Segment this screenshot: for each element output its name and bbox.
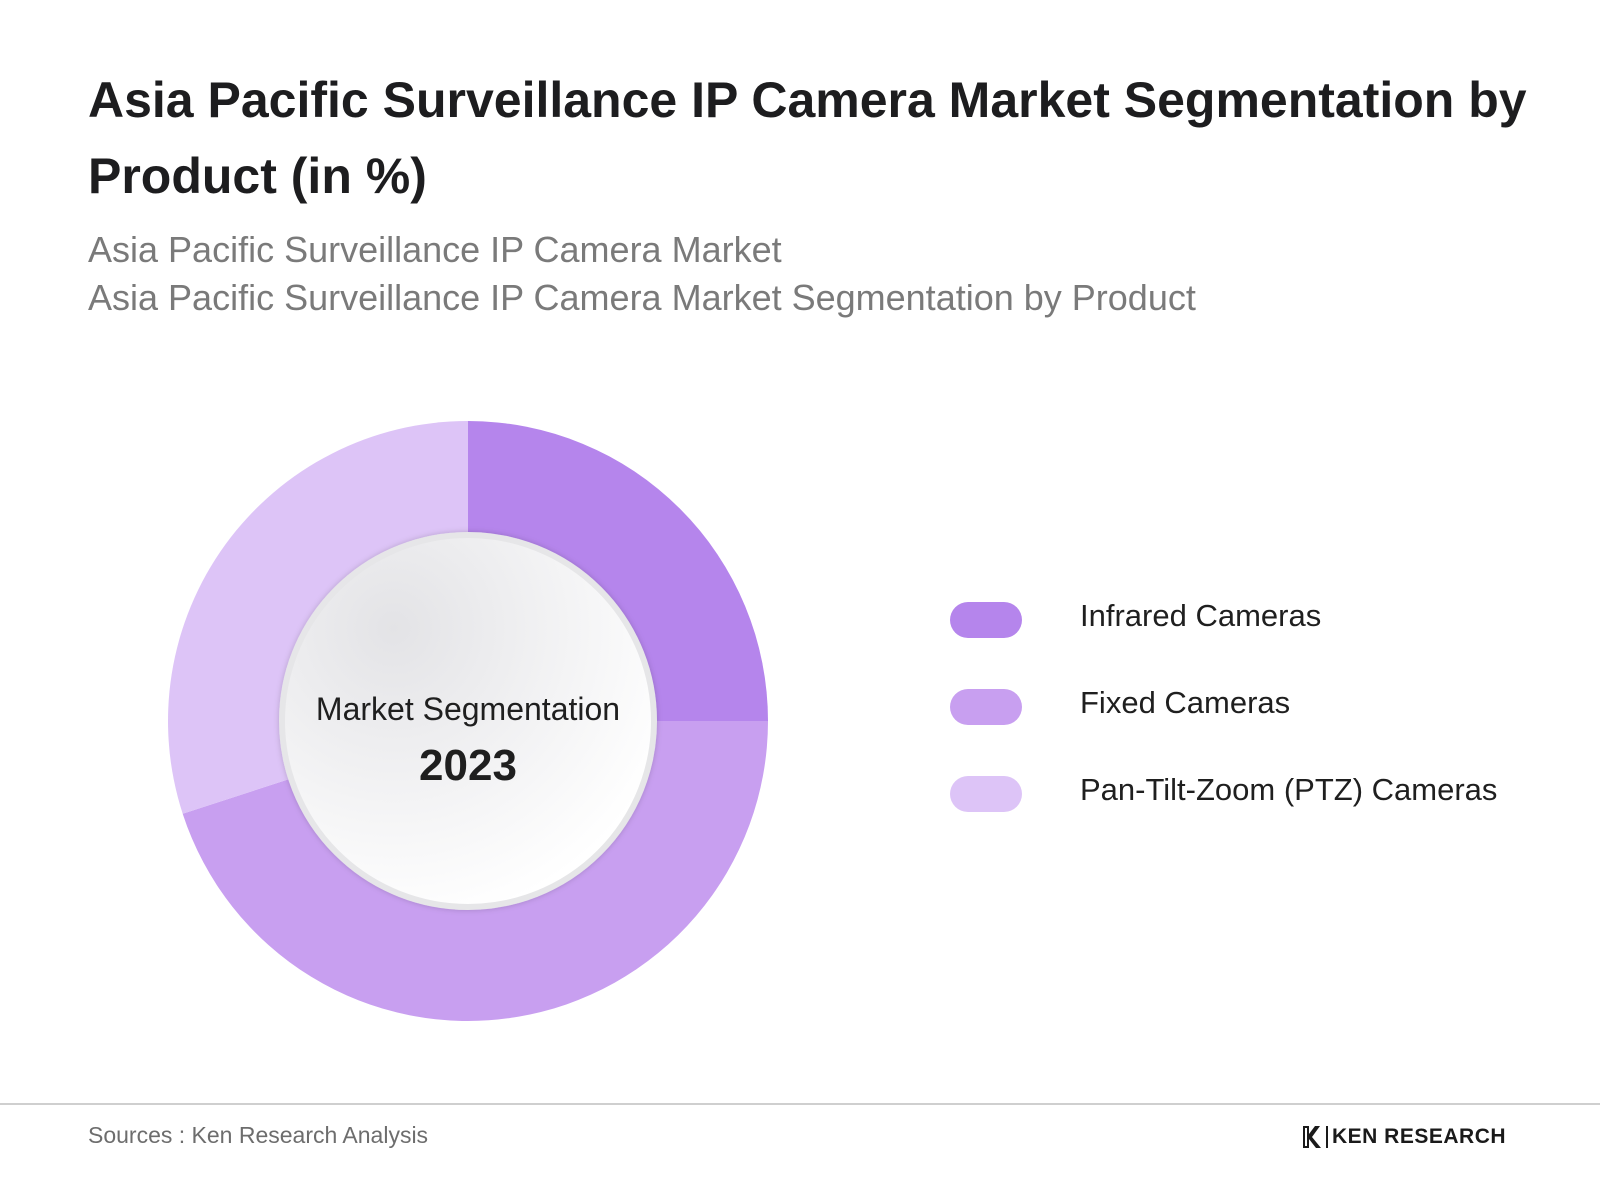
chart-subtitle-market: Asia Pacific Surveillance IP Camera Mark… <box>88 229 782 270</box>
legend-label-infrared: Infrared Cameras <box>1080 598 1322 633</box>
chart-subtitle-segmentation: Asia Pacific Surveillance IP Camera Mark… <box>88 277 1196 318</box>
center-label: Market Segmentation <box>316 691 620 727</box>
chart-legend: Infrared Cameras Fixed Cameras Pan-Tilt-… <box>950 590 1570 851</box>
donut-center <box>279 532 657 910</box>
legend-label-ptz: Pan-Tilt-Zoom (PTZ) Cameras <box>1080 772 1498 807</box>
logo-separator <box>1326 1126 1328 1148</box>
legend-item-ptz: Pan-Tilt-Zoom (PTZ) Cameras <box>950 764 1570 851</box>
footer-divider <box>0 1103 1600 1105</box>
chart-title: Asia Pacific Surveillance IP Camera Mark… <box>88 72 1527 204</box>
logo-text: KEN RESEARCH <box>1332 1125 1507 1148</box>
legend-label-fixed: Fixed Cameras <box>1080 685 1291 720</box>
legend-item-fixed: Fixed Cameras <box>950 677 1570 764</box>
legend-swatch-infrared <box>950 602 1022 638</box>
source-note: Sources : Ken Research Analysis <box>88 1122 429 1148</box>
legend-swatch-ptz <box>950 776 1022 812</box>
ken-research-k-icon <box>1303 1126 1321 1148</box>
center-year: 2023 <box>419 741 517 790</box>
ken-research-logo: KEN RESEARCH <box>1300 1124 1506 1150</box>
legend-item-infrared: Infrared Cameras <box>950 590 1570 677</box>
legend-swatch-fixed <box>950 689 1022 725</box>
